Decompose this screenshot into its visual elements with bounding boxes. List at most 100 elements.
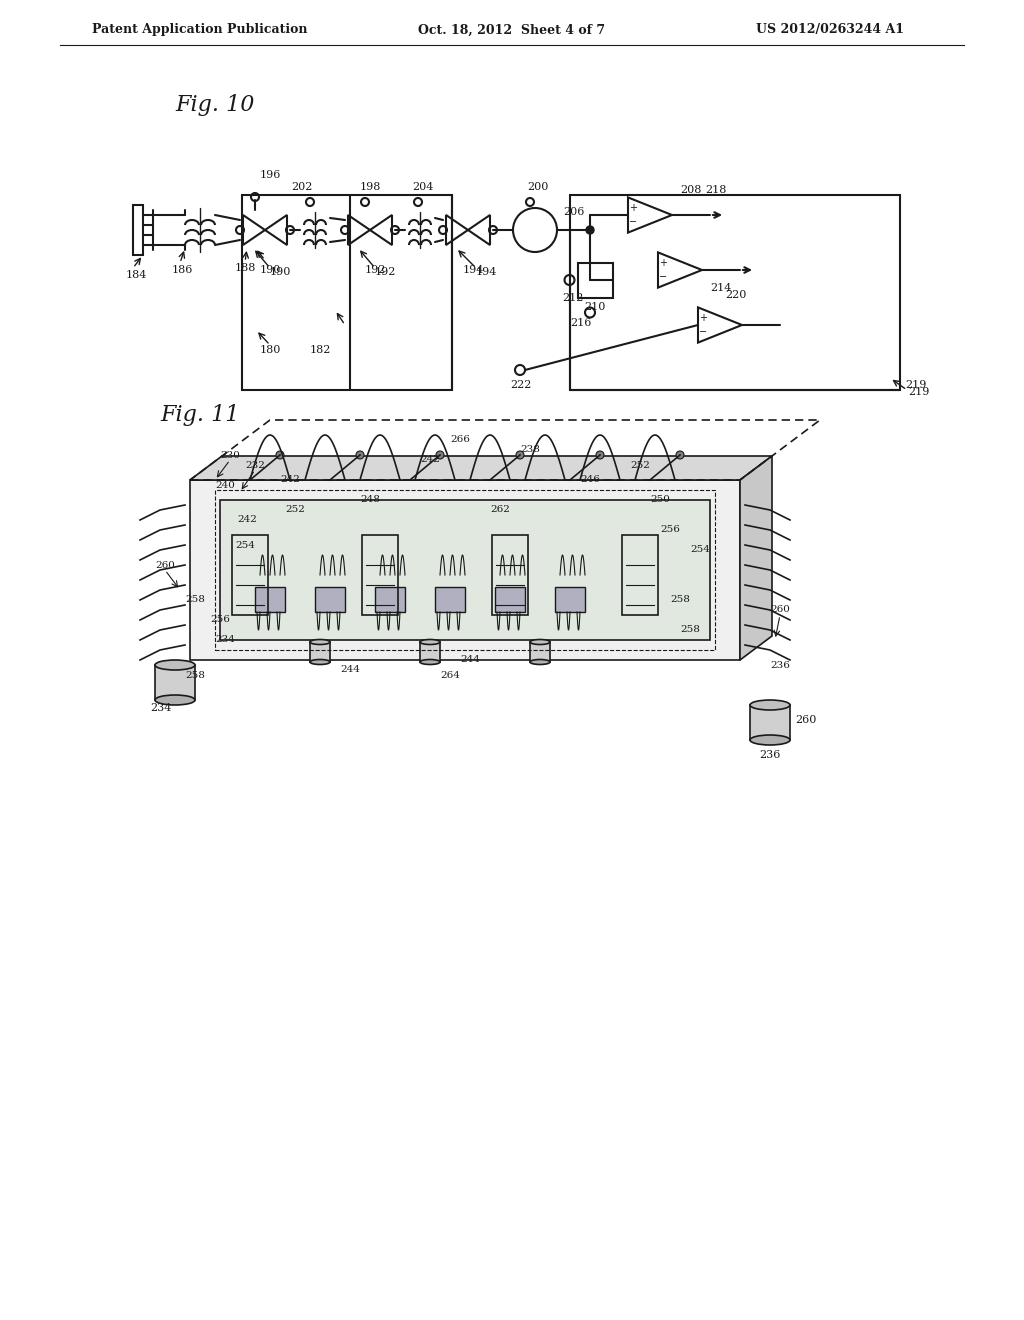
Circle shape — [586, 226, 594, 234]
Ellipse shape — [155, 696, 195, 705]
Text: 250: 250 — [650, 495, 670, 504]
Polygon shape — [190, 480, 740, 660]
Text: 206: 206 — [563, 207, 585, 216]
Text: 256: 256 — [210, 615, 230, 624]
Text: 188: 188 — [234, 263, 256, 273]
Text: 194: 194 — [463, 265, 484, 275]
Bar — [555, 587, 585, 612]
Text: 230: 230 — [220, 450, 240, 459]
Text: Fig. 10: Fig. 10 — [175, 94, 254, 116]
Bar — [242, 195, 452, 389]
Bar — [155, 665, 195, 700]
Text: 264: 264 — [440, 671, 460, 680]
Text: 240: 240 — [215, 480, 234, 490]
Text: 258: 258 — [185, 595, 205, 605]
Text: 260: 260 — [770, 606, 790, 615]
Text: 202: 202 — [291, 182, 312, 191]
Text: US 2012/0263244 A1: US 2012/0263244 A1 — [756, 24, 904, 37]
Text: +: + — [659, 257, 667, 268]
Bar — [435, 587, 465, 612]
Bar — [622, 535, 658, 615]
Text: 219: 219 — [908, 387, 930, 397]
Bar — [215, 490, 715, 649]
Circle shape — [356, 451, 364, 459]
Text: 190: 190 — [270, 267, 292, 277]
Text: 254: 254 — [690, 545, 710, 554]
Text: 254: 254 — [236, 540, 255, 549]
Text: 236: 236 — [760, 750, 780, 760]
Text: 222: 222 — [510, 380, 531, 389]
Text: Fig. 11: Fig. 11 — [160, 404, 240, 426]
Ellipse shape — [310, 660, 330, 664]
Text: 190: 190 — [260, 265, 282, 275]
Text: 266: 266 — [451, 436, 470, 445]
Bar — [220, 500, 710, 640]
Circle shape — [676, 451, 684, 459]
Text: 252: 252 — [285, 506, 305, 515]
Text: −: − — [629, 216, 637, 227]
Ellipse shape — [750, 700, 790, 710]
Text: Patent Application Publication: Patent Application Publication — [92, 24, 308, 37]
Bar — [578, 263, 612, 297]
Text: 242: 242 — [420, 455, 440, 465]
Bar — [310, 642, 330, 663]
Text: 242: 242 — [280, 475, 300, 484]
Ellipse shape — [750, 735, 790, 744]
Text: 248: 248 — [360, 495, 380, 504]
Text: −: − — [699, 327, 707, 337]
Text: 198: 198 — [359, 182, 381, 191]
Text: 262: 262 — [490, 506, 510, 515]
Text: +: + — [629, 203, 637, 213]
Bar — [255, 587, 285, 612]
Text: 204: 204 — [413, 182, 434, 191]
Ellipse shape — [420, 639, 440, 644]
Text: 238: 238 — [520, 446, 540, 454]
Circle shape — [276, 451, 284, 459]
Circle shape — [436, 451, 444, 459]
Text: 260: 260 — [795, 715, 816, 725]
Text: 244: 244 — [460, 656, 480, 664]
Bar — [530, 642, 550, 663]
Text: 192: 192 — [375, 267, 396, 277]
Text: 236: 236 — [770, 660, 790, 669]
Bar — [570, 195, 900, 389]
Text: 260: 260 — [155, 561, 175, 569]
Ellipse shape — [155, 660, 195, 671]
Text: 234: 234 — [215, 635, 234, 644]
Text: 186: 186 — [172, 265, 194, 275]
Text: 242: 242 — [238, 516, 257, 524]
Text: 182: 182 — [310, 345, 332, 355]
Ellipse shape — [530, 660, 550, 664]
Text: 219: 219 — [905, 380, 927, 389]
Text: 180: 180 — [260, 345, 282, 355]
Bar — [750, 705, 790, 741]
Bar — [492, 535, 528, 615]
Ellipse shape — [420, 660, 440, 664]
Text: 210: 210 — [585, 302, 605, 313]
Ellipse shape — [310, 639, 330, 644]
Text: 216: 216 — [570, 318, 592, 327]
Text: 220: 220 — [725, 290, 746, 300]
Text: 244: 244 — [340, 665, 360, 675]
Text: 184: 184 — [126, 271, 147, 280]
Text: 232: 232 — [245, 461, 265, 470]
Polygon shape — [190, 455, 772, 480]
Bar — [375, 587, 406, 612]
Bar — [133, 205, 143, 255]
Text: 214: 214 — [710, 282, 731, 293]
Text: 258: 258 — [680, 626, 700, 635]
Polygon shape — [740, 455, 772, 660]
Text: 246: 246 — [580, 475, 600, 484]
Text: 234: 234 — [150, 704, 171, 713]
Text: +: + — [699, 313, 707, 323]
Text: 192: 192 — [365, 265, 386, 275]
Ellipse shape — [530, 639, 550, 644]
Text: 212: 212 — [562, 293, 584, 304]
Text: 256: 256 — [660, 525, 680, 535]
Bar — [495, 587, 525, 612]
Circle shape — [516, 451, 524, 459]
Text: 252: 252 — [630, 461, 650, 470]
Text: Oct. 18, 2012  Sheet 4 of 7: Oct. 18, 2012 Sheet 4 of 7 — [419, 24, 605, 37]
Text: 218: 218 — [705, 185, 726, 195]
Bar — [362, 535, 398, 615]
